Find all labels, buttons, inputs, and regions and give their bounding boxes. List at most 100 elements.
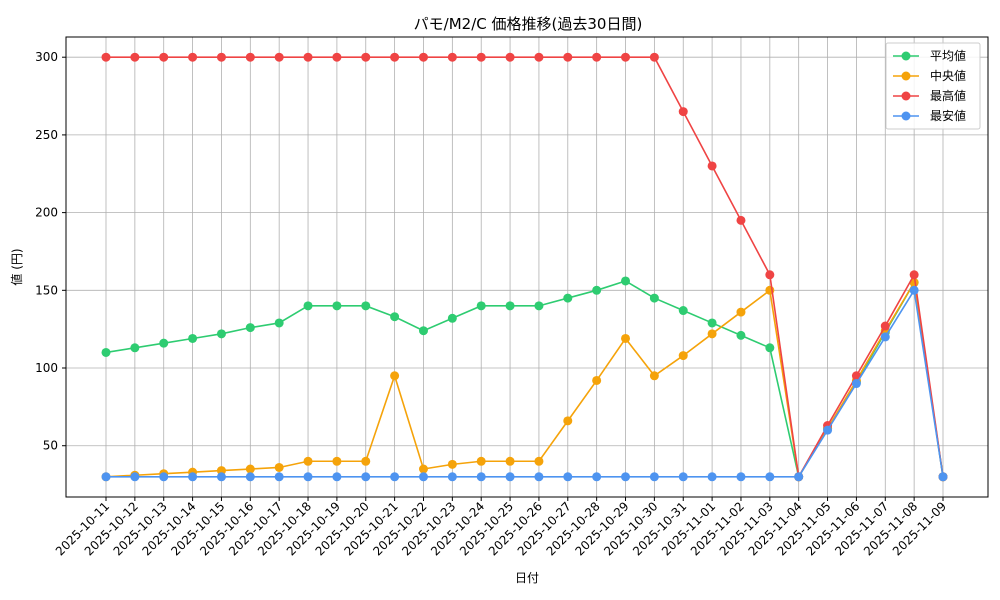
legend-marker xyxy=(901,71,911,81)
data-point xyxy=(563,52,573,62)
y-axis-ticks: 50 100 150 200 250 300 xyxy=(35,50,66,453)
x-axis-label: 日付 xyxy=(515,571,539,585)
data-point xyxy=(794,472,804,482)
legend-entry: 最安値 xyxy=(893,108,966,123)
legend-label: 中央値 xyxy=(930,68,966,83)
data-point xyxy=(736,307,746,317)
data-point xyxy=(418,472,428,482)
data-point xyxy=(621,276,631,286)
legend-marker xyxy=(901,91,911,101)
data-point xyxy=(765,472,775,482)
data-point xyxy=(621,472,631,482)
series-3 xyxy=(101,285,948,482)
data-point xyxy=(707,318,717,328)
data-point xyxy=(418,464,428,474)
data-point xyxy=(216,472,226,482)
legend-label: 最高値 xyxy=(930,88,966,103)
plot-frame xyxy=(65,36,989,498)
data-point xyxy=(621,52,631,62)
data-point xyxy=(361,301,371,311)
data-point xyxy=(592,472,602,482)
data-point xyxy=(736,215,746,225)
data-point xyxy=(390,472,400,482)
data-point xyxy=(707,329,717,339)
data-point xyxy=(678,306,688,316)
data-point xyxy=(245,52,255,62)
data-point xyxy=(563,416,573,426)
data-point xyxy=(736,330,746,340)
data-point xyxy=(592,52,602,62)
data-point xyxy=(303,52,313,62)
data-point xyxy=(880,321,890,331)
data-point xyxy=(938,472,948,482)
data-point xyxy=(418,52,428,62)
data-point xyxy=(880,332,890,342)
data-point xyxy=(765,270,775,280)
data-point xyxy=(216,466,226,476)
data-point xyxy=(649,472,659,482)
data-point xyxy=(188,52,198,62)
legend-box xyxy=(885,42,981,130)
legend-marker xyxy=(901,111,911,121)
legend-entry: 平均値 xyxy=(893,48,966,63)
data-point xyxy=(534,472,544,482)
data-point xyxy=(707,472,717,482)
data-point xyxy=(332,456,342,466)
data-point xyxy=(476,456,486,466)
legend-label: 平均値 xyxy=(930,48,966,63)
data-point xyxy=(245,323,255,333)
data-point xyxy=(332,52,342,62)
data-point xyxy=(332,301,342,311)
data-point xyxy=(447,313,457,323)
chart-title: パモ/M2/C 価格推移(過去30日間) xyxy=(414,15,643,33)
series-2 xyxy=(101,52,948,482)
legend-entry: 最高値 xyxy=(893,88,966,103)
data-point xyxy=(130,52,140,62)
y-tick-label: 100 xyxy=(35,361,58,375)
data-point xyxy=(130,472,140,482)
data-point xyxy=(361,456,371,466)
data-point xyxy=(851,379,861,389)
legend-label: 最安値 xyxy=(930,108,966,123)
data-point xyxy=(390,371,400,381)
data-point xyxy=(245,464,255,474)
data-point xyxy=(303,301,313,311)
data-point xyxy=(274,472,284,482)
data-point xyxy=(505,301,515,311)
data-point xyxy=(592,375,602,385)
data-point xyxy=(678,351,688,361)
data-point xyxy=(159,338,169,348)
series-layer xyxy=(101,52,948,482)
data-point xyxy=(505,456,515,466)
data-point xyxy=(649,293,659,303)
series-0 xyxy=(101,276,948,482)
data-point xyxy=(765,343,775,353)
data-point xyxy=(534,456,544,466)
data-point xyxy=(274,318,284,328)
data-point xyxy=(101,472,111,482)
y-tick-label: 300 xyxy=(35,50,58,64)
data-point xyxy=(303,472,313,482)
y-tick-label: 50 xyxy=(43,439,58,453)
data-point xyxy=(216,329,226,339)
data-point xyxy=(447,472,457,482)
data-point xyxy=(361,52,371,62)
data-point xyxy=(159,52,169,62)
data-point xyxy=(101,52,111,62)
data-point xyxy=(476,472,486,482)
data-point xyxy=(101,347,111,357)
data-point xyxy=(390,312,400,322)
data-point xyxy=(678,107,688,117)
data-point xyxy=(130,343,140,353)
data-point xyxy=(390,52,400,62)
data-point xyxy=(678,472,688,482)
y-axis-label: 値 (円) xyxy=(9,248,24,285)
data-point xyxy=(505,52,515,62)
series-line xyxy=(106,288,944,478)
series-line xyxy=(106,56,944,480)
data-point xyxy=(707,161,717,171)
data-point xyxy=(447,459,457,469)
data-point xyxy=(534,301,544,311)
